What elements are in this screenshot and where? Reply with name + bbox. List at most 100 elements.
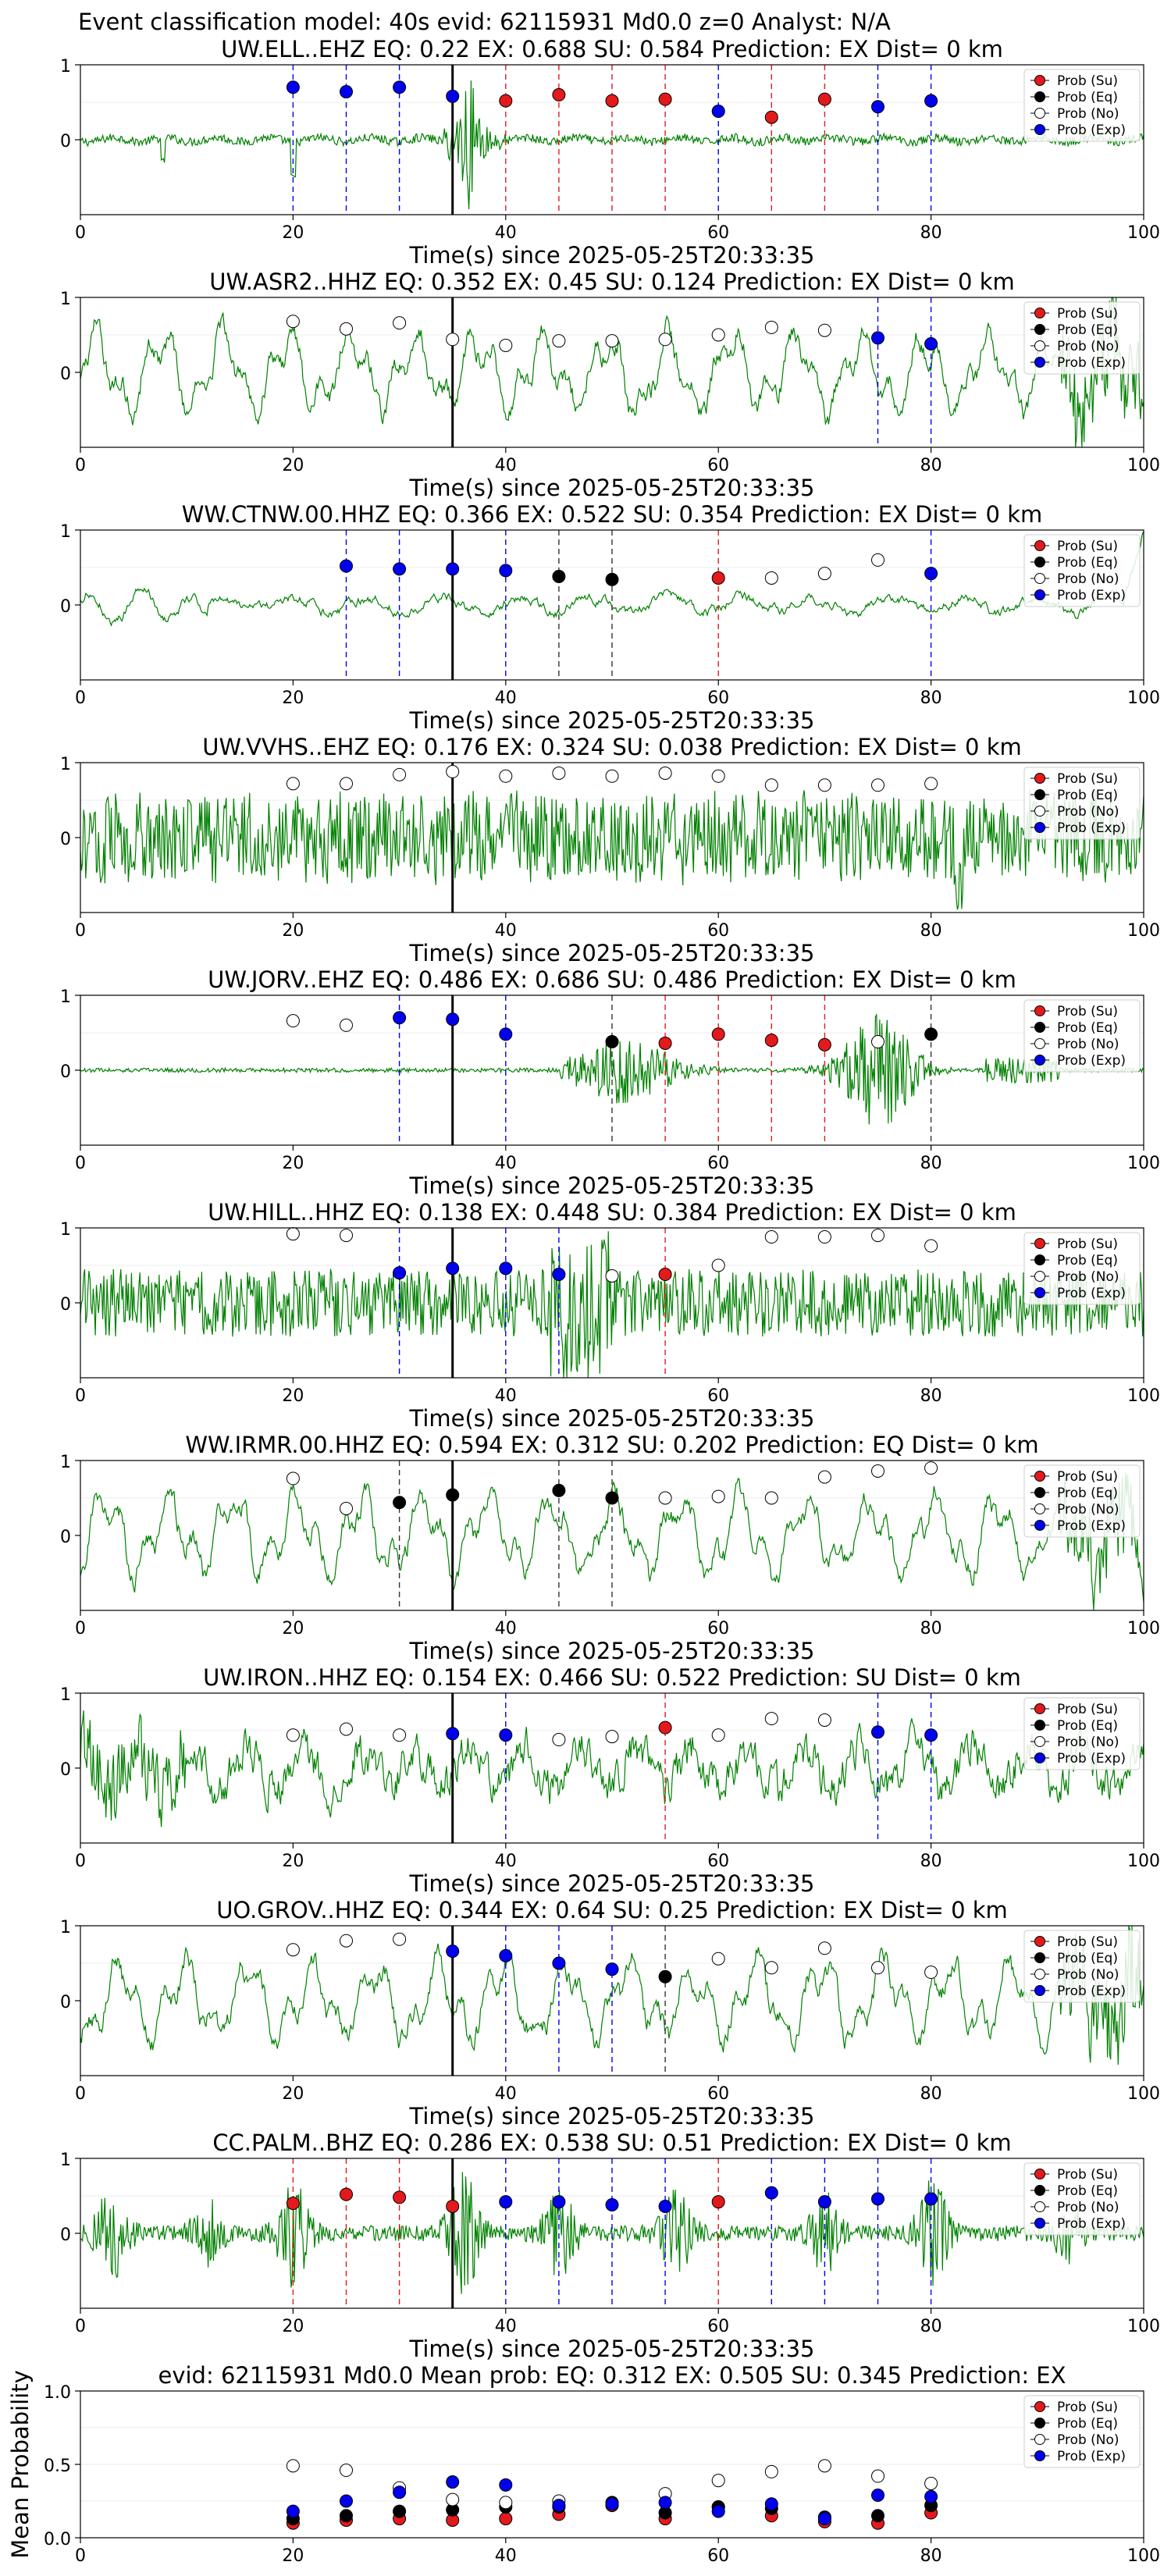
- waveform-trace: [80, 789, 1144, 910]
- prob-point-eq: [605, 1491, 619, 1505]
- mean-point-no: [817, 2459, 831, 2473]
- legend-label: Prob (Su): [1057, 1236, 1118, 1252]
- prob-point-exp: [499, 1948, 513, 1962]
- x-tick-label: 40: [495, 1619, 517, 1638]
- prob-point-exp: [817, 2195, 831, 2209]
- prob-point-no: [286, 777, 300, 791]
- prob-point-exp: [340, 85, 353, 99]
- legend-label: Prob (Su): [1057, 1469, 1118, 1485]
- legend-marker-eq: [1034, 2185, 1045, 2196]
- prob-point-no: [924, 1239, 938, 1253]
- prob-point-su: [764, 1034, 778, 1048]
- station-panel: UW.IRON..HHZ EQ: 0.154 EX: 0.466 SU: 0.5…: [60, 1664, 1160, 1897]
- mean-point-exp: [393, 2485, 407, 2500]
- x-axis-label: Time(s) since 2025-05-25T20:33:35: [409, 475, 815, 501]
- prob-point-no: [605, 334, 619, 348]
- prob-point-eq: [605, 1035, 619, 1049]
- prob-point-exp: [924, 94, 938, 108]
- x-tick-label: 80: [920, 2084, 942, 2104]
- mean-point-no: [340, 2464, 353, 2478]
- prob-point-eq: [552, 1483, 566, 1497]
- y-tick-label: 0: [60, 1528, 71, 1547]
- x-tick-label: 20: [282, 2317, 304, 2336]
- x-tick-label: 20: [282, 921, 304, 941]
- prob-point-exp: [871, 1725, 884, 1739]
- legend-label: Prob (Eq): [1057, 1485, 1118, 1501]
- prob-point-exp: [871, 100, 884, 114]
- legend-box: [1023, 2395, 1141, 2468]
- prob-point-no: [393, 1932, 407, 1946]
- prob-point-su: [658, 1720, 672, 1735]
- prob-point-eq: [552, 570, 566, 584]
- x-tick-label: 0: [75, 1852, 86, 1871]
- prob-point-exp: [871, 331, 884, 345]
- prob-point-no: [764, 778, 778, 792]
- prob-point-no: [764, 320, 778, 334]
- mean-point-eq: [871, 2509, 884, 2523]
- legend-marker-eq: [1034, 1254, 1045, 1265]
- x-tick-label: 20: [282, 2546, 304, 2566]
- legend-box: [1023, 1930, 1141, 2003]
- legend-marker-no: [1034, 573, 1045, 584]
- legend-label: Prob (Su): [1057, 1004, 1118, 1019]
- legend-marker-su: [1034, 2169, 1045, 2179]
- prob-point-no: [817, 1230, 831, 1244]
- x-tick-label: 40: [495, 688, 517, 708]
- x-tick-label: 80: [920, 223, 942, 243]
- legend-marker-su: [1034, 1703, 1045, 1714]
- legend-marker-no: [1034, 2201, 1045, 2212]
- prob-point-exp: [286, 80, 300, 94]
- x-tick-label: 60: [707, 2084, 729, 2104]
- x-tick-label: 80: [920, 456, 942, 475]
- y-tick-label: 0: [60, 830, 71, 849]
- x-tick-label: 40: [495, 223, 517, 243]
- x-tick-label: 60: [707, 223, 729, 243]
- legend-label: Prob (Exp): [1057, 2449, 1126, 2464]
- legend-label: Prob (Su): [1057, 1702, 1118, 1717]
- prob-point-su: [499, 94, 513, 108]
- prob-point-no: [817, 1470, 831, 1484]
- legend-label: Prob (Eq): [1057, 1951, 1118, 1966]
- panel-title: UW.JORV..EHZ EQ: 0.486 EX: 0.686 SU: 0.4…: [208, 966, 1016, 993]
- legend-marker-su: [1034, 1471, 1045, 1482]
- legend-label: Prob (Su): [1057, 73, 1118, 89]
- x-axis-label: Time(s) since 2025-05-25T20:33:35: [409, 1870, 815, 1897]
- prob-point-su: [393, 2190, 407, 2204]
- prob-point-no: [605, 1730, 619, 1744]
- prob-point-no: [340, 1501, 353, 1515]
- mean-probability-panel: evid: 62115931 Md0.0 Mean prob: EQ: 0.31…: [7, 2362, 1160, 2566]
- prob-point-exp: [446, 89, 460, 103]
- legend-label: Prob (No): [1057, 2200, 1119, 2215]
- legend-label: Prob (No): [1057, 339, 1119, 354]
- prob-point-no: [817, 1941, 831, 1955]
- x-tick-label: 20: [282, 1619, 304, 1638]
- prob-point-exp: [658, 2199, 672, 2213]
- prob-point-exp: [340, 559, 353, 573]
- mean-point-exp: [924, 2489, 938, 2503]
- x-tick-label: 0: [75, 456, 86, 475]
- x-tick-label: 100: [1127, 2084, 1160, 2104]
- prob-point-no: [340, 1934, 353, 1948]
- y-tick-label: 0: [60, 365, 71, 384]
- prob-point-no: [446, 765, 460, 779]
- prob-point-exp: [499, 2195, 513, 2209]
- prob-point-no: [711, 769, 725, 783]
- legend-marker-exp: [1034, 1055, 1045, 1066]
- prob-point-exp: [552, 2195, 566, 2209]
- legend-label: Prob (Su): [1057, 2400, 1118, 2415]
- x-tick-label: 0: [75, 1386, 86, 1406]
- legend-marker-su: [1034, 1936, 1045, 1947]
- station-panel: UW.ELL..EHZ EQ: 0.22 EX: 0.688 SU: 0.584…: [60, 36, 1160, 269]
- x-tick-label: 60: [707, 1619, 729, 1638]
- prob-point-exp: [924, 1728, 938, 1742]
- x-tick-label: 40: [495, 2084, 517, 2104]
- station-panel: UW.ASR2..HHZ EQ: 0.352 EX: 0.45 SU: 0.12…: [60, 269, 1160, 501]
- legend-label: Prob (No): [1057, 106, 1119, 122]
- prob-point-no: [393, 1728, 407, 1742]
- legend-box: [1023, 999, 1141, 1073]
- prob-point-no: [924, 1966, 938, 1980]
- prob-point-no: [764, 1491, 778, 1505]
- legend-box: [1023, 1464, 1141, 1538]
- legend-marker-eq: [1034, 91, 1045, 102]
- legend-marker-no: [1034, 1271, 1045, 1282]
